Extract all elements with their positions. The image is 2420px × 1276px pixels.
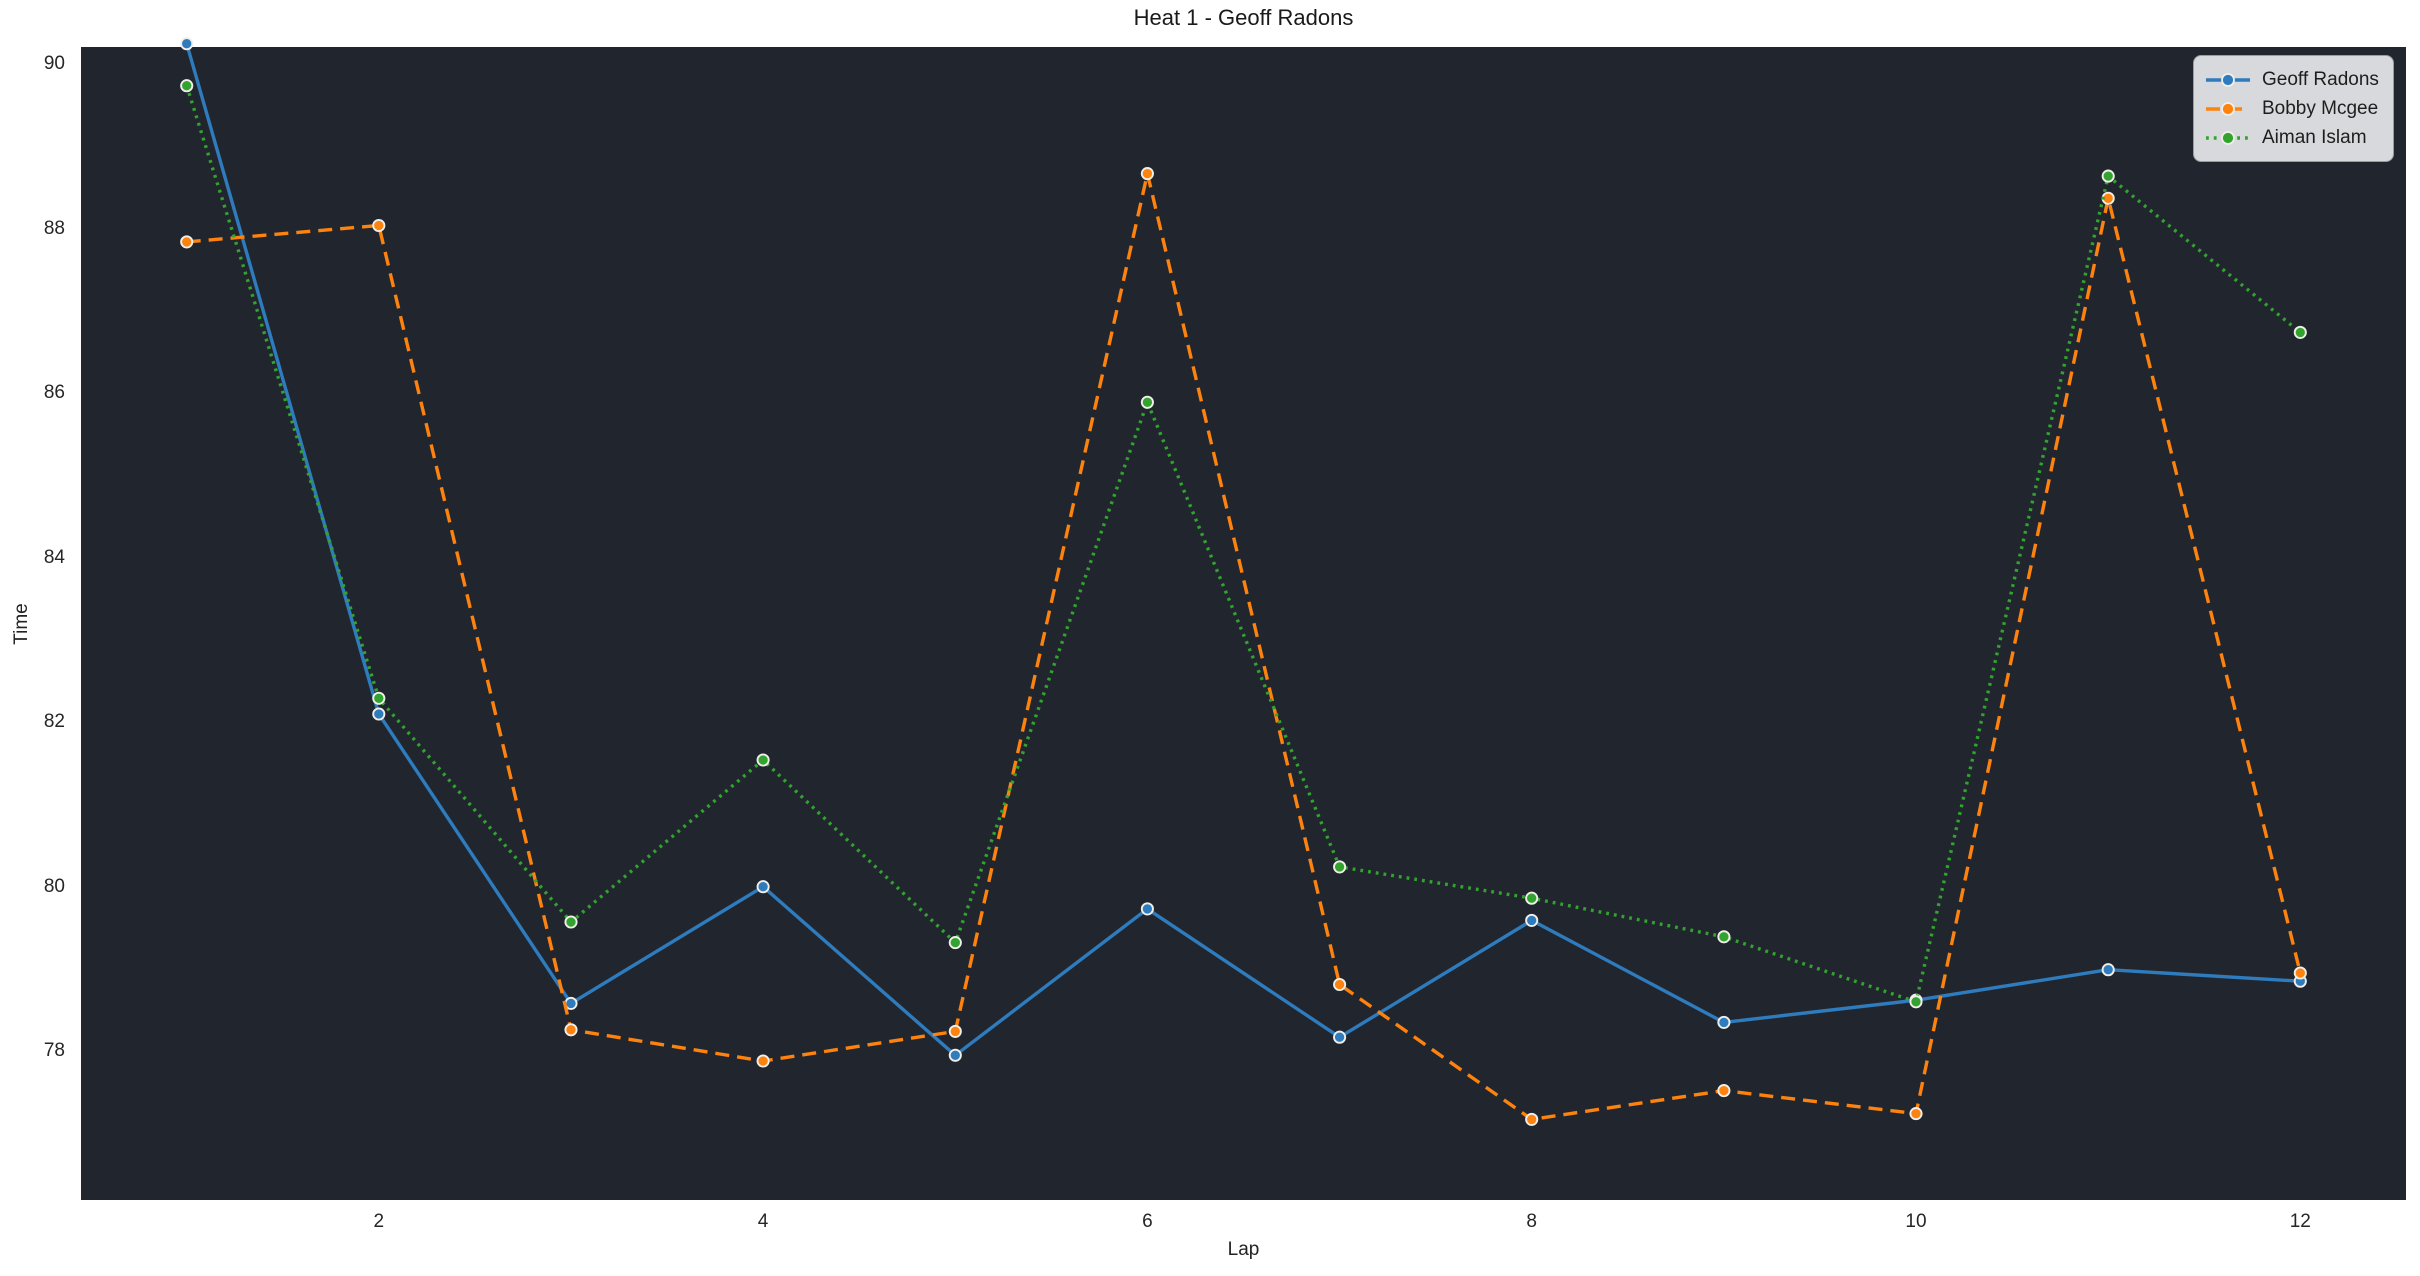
legend-marker-geoff-radons bbox=[2221, 72, 2235, 87]
marker-geoff-radons-lap-5 bbox=[948, 1048, 962, 1062]
marker-geoff-radons-lap-6 bbox=[1140, 902, 1154, 916]
marker-aiman-islam-lap-5 bbox=[948, 936, 962, 950]
marker-geoff-radons-lap-8 bbox=[1525, 913, 1539, 927]
marker-bobby-mcgee-lap-6 bbox=[1140, 167, 1154, 181]
marker-aiman-islam-lap-12 bbox=[2293, 325, 2307, 339]
marker-geoff-radons-lap-1 bbox=[180, 37, 194, 51]
chart-title: Heat 1 - Geoff Radons bbox=[1133, 5, 1354, 30]
marker-geoff-radons-lap-7 bbox=[1333, 1030, 1347, 1044]
plot-background bbox=[81, 47, 2406, 1200]
x-tick-12: 12 bbox=[2289, 1211, 2311, 1232]
legend-label-geoff-radons: Geoff Radons bbox=[2262, 68, 2379, 90]
legend-line-sample-geoff-radons bbox=[2206, 72, 2250, 87]
marker-geoff-radons-lap-9 bbox=[1717, 1015, 1731, 1029]
y-tick-90: 90 bbox=[43, 53, 65, 75]
y-tick-80: 80 bbox=[43, 875, 65, 897]
marker-bobby-mcgee-lap-5 bbox=[948, 1024, 962, 1038]
marker-aiman-islam-lap-3 bbox=[564, 915, 578, 929]
marker-aiman-islam-lap-11 bbox=[2101, 169, 2115, 183]
series-line-geoff-radons bbox=[185, 43, 2301, 1058]
marker-geoff-radons-lap-4 bbox=[756, 880, 770, 894]
legend: Geoff Radons Bobby Mcgee Aiman Islam bbox=[2193, 55, 2394, 162]
y-tick-88: 88 bbox=[43, 217, 65, 239]
x-tick-10: 10 bbox=[1905, 1211, 1927, 1232]
marker-aiman-islam-lap-4 bbox=[756, 753, 770, 767]
marker-bobby-mcgee-lap-8 bbox=[1525, 1112, 1539, 1126]
y-tick-82: 82 bbox=[43, 711, 65, 733]
marker-bobby-mcgee-lap-3 bbox=[564, 1023, 578, 1037]
y-tick-78: 78 bbox=[43, 1040, 65, 1062]
x-tick-8: 8 bbox=[1526, 1211, 1537, 1232]
marker-bobby-mcgee-lap-1 bbox=[180, 235, 194, 249]
marker-bobby-mcgee-lap-10 bbox=[1909, 1107, 1923, 1121]
legend-row-bobby-mcgee: Bobby Mcgee bbox=[2205, 94, 2379, 123]
marker-aiman-islam-lap-7 bbox=[1333, 860, 1347, 874]
legend-label-aiman-islam: Aiman Islam bbox=[2262, 126, 2367, 148]
series-line-aiman-islam bbox=[185, 85, 2302, 1004]
x-tick-4: 4 bbox=[757, 1211, 769, 1232]
legend-row-aiman-islam: Aiman Islam bbox=[2205, 123, 2379, 152]
legend-label-bobby-mcgee: Bobby Mcgee bbox=[2262, 97, 2379, 119]
marker-bobby-mcgee-lap-9 bbox=[1717, 1084, 1731, 1098]
x-axis-label: Lap bbox=[1227, 1239, 1260, 1260]
series-line-bobby-mcgee bbox=[186, 171, 2302, 1122]
x-tick-6: 6 bbox=[1142, 1211, 1153, 1232]
marker-aiman-islam-lap-1 bbox=[180, 79, 194, 93]
marker-bobby-mcgee-lap-4 bbox=[756, 1054, 770, 1068]
marker-aiman-islam-lap-6 bbox=[1140, 395, 1154, 409]
marker-bobby-mcgee-lap-12 bbox=[2293, 966, 2307, 980]
marker-aiman-islam-lap-10 bbox=[1909, 995, 1923, 1009]
legend-marker-aiman-islam bbox=[2221, 130, 2235, 145]
marker-aiman-islam-lap-9 bbox=[1717, 930, 1731, 944]
y-tick-86: 86 bbox=[43, 382, 65, 404]
y-tick-84: 84 bbox=[43, 546, 65, 568]
marker-geoff-radons-lap-11 bbox=[2101, 963, 2115, 977]
marker-aiman-islam-lap-8 bbox=[1525, 891, 1539, 905]
marker-geoff-radons-lap-2 bbox=[372, 707, 386, 721]
marker-bobby-mcgee-lap-7 bbox=[1333, 977, 1347, 992]
marker-aiman-islam-lap-2 bbox=[372, 691, 386, 705]
legend-line-sample-aiman-islam bbox=[2206, 130, 2250, 145]
legend-row-geoff-radons: Geoff Radons bbox=[2205, 65, 2379, 94]
legend-marker-bobby-mcgee bbox=[2221, 101, 2235, 116]
marker-bobby-mcgee-lap-2 bbox=[372, 218, 386, 233]
legend-line-sample-bobby-mcgee bbox=[2206, 101, 2250, 116]
x-tick-2: 2 bbox=[373, 1211, 385, 1232]
